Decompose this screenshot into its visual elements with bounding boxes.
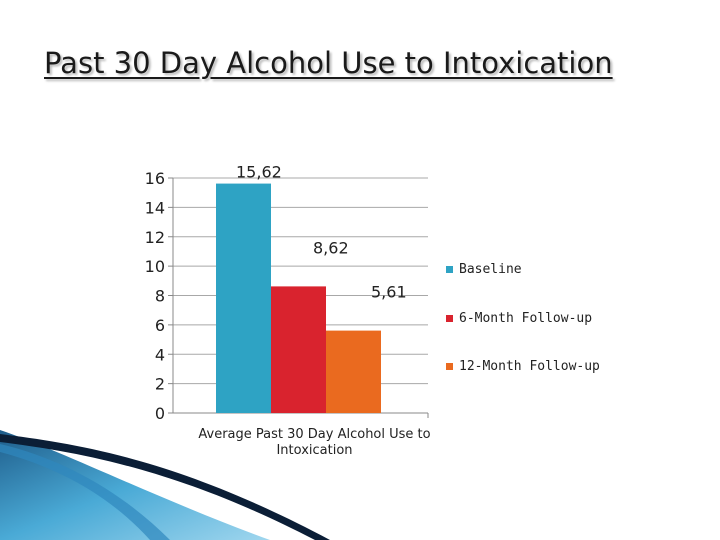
- data-label: 15,62: [236, 163, 282, 182]
- slide-title: Past 30 Day Alcohol Use to Intoxication: [44, 46, 613, 80]
- legend-swatch: [446, 363, 453, 370]
- y-tick-label: 2: [155, 375, 165, 394]
- bar-baseline: [216, 183, 271, 413]
- y-tick-label: 4: [155, 345, 165, 364]
- legend-swatch: [446, 315, 453, 322]
- legend-label: Baseline: [459, 262, 522, 277]
- y-tick-label: 12: [145, 228, 165, 247]
- y-tick-labels: 0 2 4 6 8 10 12 14 16: [145, 169, 165, 423]
- corner-swoosh-decoration: [0, 430, 330, 540]
- y-tick-label: 16: [145, 169, 165, 188]
- y-tick-label: 0: [155, 404, 165, 423]
- legend-label: 12-Month Follow-up: [459, 359, 600, 374]
- category-label: Average Past 30 Day Alcohol Use to Intoxi…: [198, 427, 430, 458]
- data-labels: 15,62 8,62 5,61: [236, 163, 407, 302]
- y-tick-label: 10: [145, 257, 165, 276]
- legend-swatch: [446, 266, 453, 273]
- y-tick-label: 6: [155, 316, 165, 335]
- y-tick-label: 14: [145, 198, 165, 217]
- data-label: 8,62: [313, 238, 349, 257]
- bar-6-month-follow-up: [271, 286, 326, 413]
- category-label-text: Average Past 30 Day Alcohol Use to Intoxi…: [198, 427, 430, 458]
- legend-label: 6-Month Follow-up: [459, 311, 592, 326]
- y-tick-label: 8: [155, 287, 165, 306]
- data-label: 5,61: [371, 283, 407, 302]
- bar-12-month-follow-up: [326, 330, 381, 413]
- bars: [216, 183, 381, 413]
- legend: Baseline 6-Month Follow-up 12-Month Follow…: [446, 262, 600, 374]
